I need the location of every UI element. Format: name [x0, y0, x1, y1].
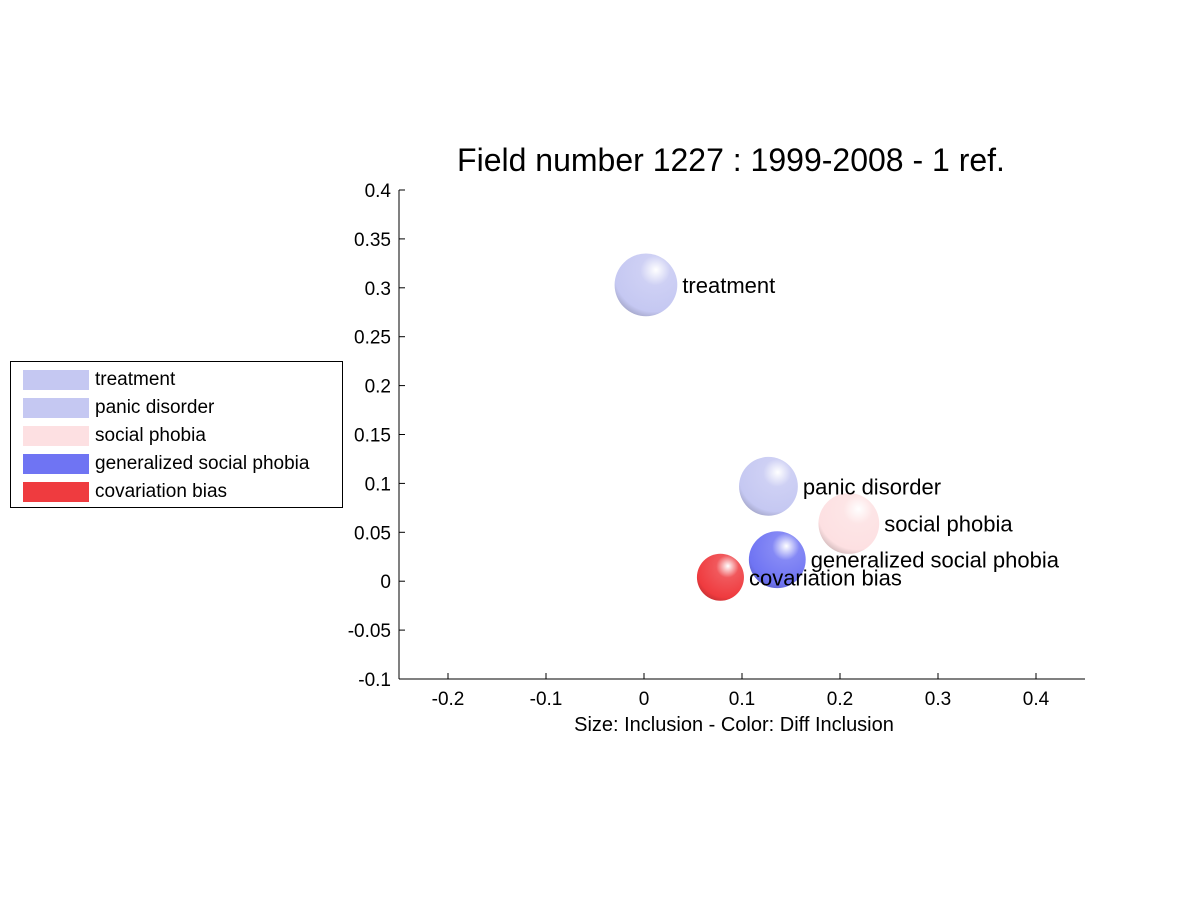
legend-label: generalized social phobia: [95, 453, 310, 474]
bubble: [614, 253, 678, 317]
y-tick-label: 0.15: [354, 426, 391, 447]
y-tick-label: -0.1: [358, 670, 391, 691]
legend-label: covariation bias: [95, 481, 228, 502]
legend-swatch: [23, 398, 89, 418]
bubble-label: covariation bias: [749, 565, 902, 590]
legend-label: panic disorder: [95, 397, 215, 418]
x-tick-label: 0.4: [1023, 689, 1050, 710]
bubble: [739, 456, 798, 516]
bubble-label: treatment: [682, 273, 775, 298]
bubble: [748, 531, 806, 589]
chart-title: Field number 1227 : 1999-2008 - 1 ref.: [457, 142, 1005, 178]
x-tick-label: 0: [639, 689, 650, 710]
x-tick-label: -0.2: [432, 689, 465, 710]
legend-label: social phobia: [95, 425, 206, 446]
x-tick-label: 0.1: [729, 689, 755, 710]
y-tick-label: 0.25: [354, 328, 391, 349]
y-tick-label: 0.35: [354, 230, 391, 251]
axes: [398, 190, 1085, 680]
x-ticks: -0.2 -0.1 0 0.1 0.2 0.3 0.4: [432, 673, 1050, 710]
legend-swatch: [23, 482, 89, 502]
legend: treatment panic disorder social phobia g…: [10, 361, 343, 508]
x-tick-label: 0.3: [925, 689, 951, 710]
bubble: [696, 553, 744, 601]
y-tick-label: 0.05: [354, 523, 391, 544]
bubble: [818, 493, 880, 554]
y-tick-label: 0: [380, 572, 391, 593]
x-tick-label: 0.2: [827, 689, 853, 710]
legend-item-social-phobia: social phobia: [23, 425, 206, 446]
y-ticks: -0.1 -0.05 0 0.05 0.1 0.15 0.2 0.25 0.3 0.35 0.4: [348, 181, 405, 691]
y-tick-label: 0.2: [365, 377, 391, 398]
x-axis-label: Size: Inclusion - Color: Diff Inclusion: [574, 714, 894, 736]
legend-item-generalized-social-phobia: generalized social phobia: [23, 453, 310, 474]
y-tick-label: -0.05: [348, 621, 391, 642]
legend-item-panic-disorder: panic disorder: [23, 397, 215, 418]
legend-item-treatment: treatment: [23, 369, 176, 390]
legend-label: treatment: [95, 369, 176, 390]
legend-swatch: [23, 454, 89, 474]
legend-swatch: [23, 370, 89, 390]
bubble-label: social phobia: [884, 511, 1013, 536]
y-tick-label: 0.4: [365, 181, 392, 202]
bubbles: [614, 253, 880, 601]
legend-item-covariation-bias: covariation bias: [23, 481, 228, 502]
x-tick-label: -0.1: [530, 689, 563, 710]
bubble-labels: treatment panic disorder social phobia gene…: [682, 273, 1059, 590]
y-tick-label: 0.1: [365, 474, 391, 495]
legend-swatch: [23, 426, 89, 446]
bubble-label: generalized social phobia: [811, 548, 1060, 573]
bubble-label: panic disorder: [803, 474, 941, 499]
y-tick-label: 0.3: [365, 279, 391, 300]
